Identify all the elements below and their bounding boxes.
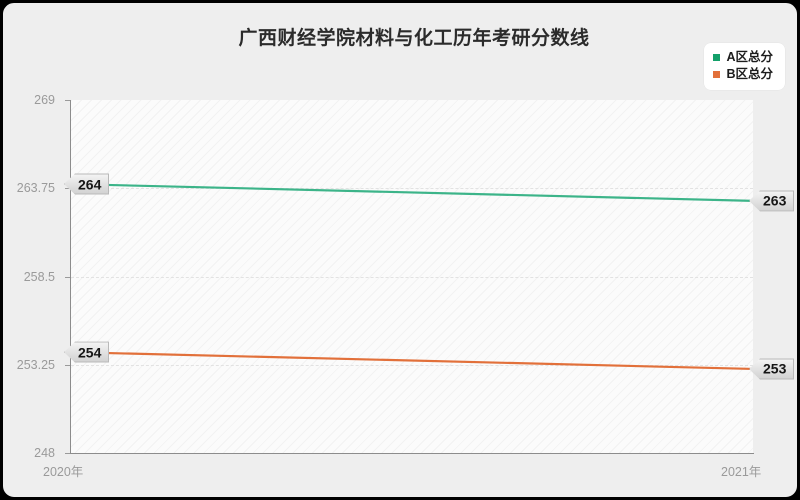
- series-lines: [71, 100, 753, 453]
- y-tick-label: 258.5: [23, 269, 55, 284]
- y-tick-mark: [65, 276, 70, 278]
- x-axis-line: [70, 453, 754, 454]
- value-callout: 264: [64, 173, 110, 195]
- chart-title: 广西财经学院材料与化工历年考研分数线: [238, 28, 590, 49]
- value-callout: 253: [749, 358, 795, 380]
- value-callout: 254: [64, 341, 110, 363]
- x-tick-label-2020: 2020年: [43, 465, 84, 479]
- y-axis-line: [70, 100, 71, 454]
- gridline: [71, 276, 753, 278]
- y-tick-mark: [65, 364, 70, 366]
- gridline: [71, 188, 753, 190]
- series-line-b: [71, 352, 753, 369]
- x-tick-label-2021: 2021年: [721, 465, 762, 479]
- gridline: [71, 364, 753, 366]
- value-callout: 263: [749, 190, 795, 212]
- legend-swatch-b-icon: [713, 71, 721, 78]
- y-tick-mark: [65, 100, 70, 101]
- legend-label-b: B区总分: [726, 67, 773, 81]
- y-tick-mark: [65, 453, 70, 454]
- legend-item-b[interactable]: B区总分: [713, 66, 773, 83]
- y-tick-label: 269: [34, 93, 55, 107]
- y-tick-mark: [65, 188, 70, 190]
- chart-legend: A区总分 B区总分: [704, 43, 785, 90]
- y-tick-label: 248: [34, 446, 55, 460]
- legend-item-a[interactable]: A区总分: [713, 49, 773, 66]
- y-tick-label: 263.75: [16, 181, 55, 196]
- plot-area: [71, 100, 753, 453]
- y-tick-label: 253.25: [16, 357, 55, 372]
- series-line-a: [71, 184, 753, 201]
- legend-label-a: A区总分: [726, 50, 773, 64]
- legend-swatch-a-icon: [713, 54, 721, 61]
